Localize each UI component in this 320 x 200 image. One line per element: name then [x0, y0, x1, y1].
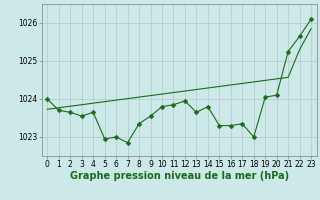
X-axis label: Graphe pression niveau de la mer (hPa): Graphe pression niveau de la mer (hPa) — [70, 171, 289, 181]
